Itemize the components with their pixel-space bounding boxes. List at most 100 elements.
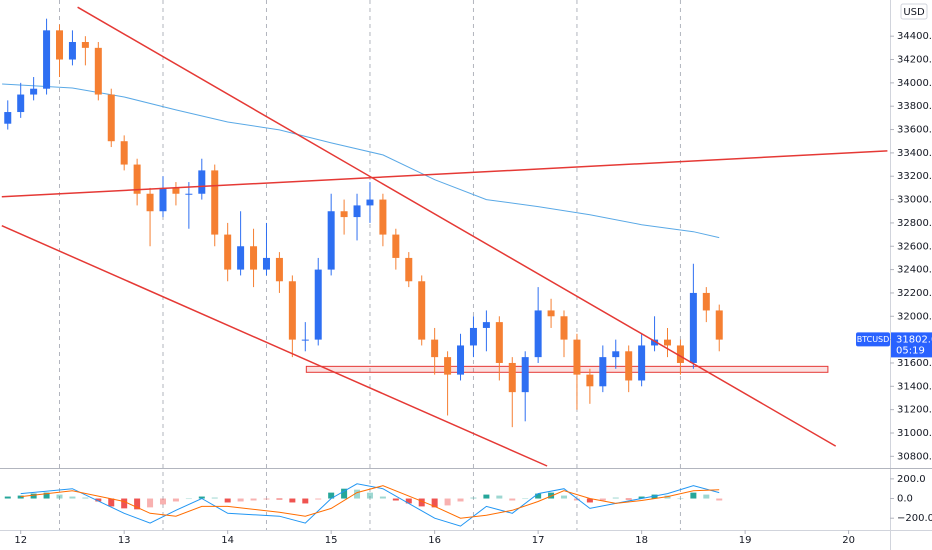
macd-histogram-bar: [69, 496, 76, 499]
currency-label: USD: [903, 7, 925, 18]
candle-body: [81, 42, 89, 48]
candle-body: [702, 292, 710, 311]
macd-histogram-bar: [289, 498, 296, 503]
candle-body: [301, 339, 309, 341]
support-zone: [305, 365, 829, 373]
macd-histogram-bar: [535, 493, 542, 499]
candle-body: [586, 374, 594, 387]
macd-histogram-bar: [677, 498, 684, 500]
x-tick-label: 12: [14, 535, 27, 546]
macd-histogram-bar: [95, 498, 102, 502]
y-tick-label: 32800.0: [897, 218, 932, 229]
candle-body: [288, 281, 296, 340]
macd-histogram-bar: [703, 494, 710, 499]
macd-histogram-bar: [237, 498, 244, 502]
x-tick-label: 14: [221, 535, 234, 546]
x-tick-label: 13: [118, 535, 131, 546]
candle-body: [159, 187, 167, 212]
macd-histogram-bar: [185, 498, 192, 500]
macd-histogram-bar: [17, 495, 24, 499]
candle-body: [43, 30, 51, 89]
macd-histogram-bar: [4, 496, 11, 499]
candle-body: [418, 281, 426, 340]
moving-average: [2, 83, 720, 239]
macd-histogram-bar: [586, 498, 593, 503]
x-tick-label: 16: [428, 535, 441, 546]
macd-histogram-bar: [612, 497, 619, 499]
candle-body: [431, 339, 439, 358]
macd-histogram-bar: [470, 497, 477, 499]
candle-body: [4, 112, 12, 124]
y-tick-label: 34000.0: [897, 78, 932, 89]
candle-body: [689, 292, 697, 363]
y-tick-label: 32600.0: [897, 241, 932, 252]
candle-body: [107, 94, 115, 142]
macd-histogram-bar: [121, 498, 128, 509]
candle-body: [340, 211, 348, 218]
macd-histogram-bar: [496, 495, 503, 499]
candle-body: [599, 357, 607, 387]
y-tick-label: 30800.0: [897, 451, 932, 462]
candle-body: [573, 339, 581, 375]
candle-body: [495, 322, 503, 363]
macd-histogram-bar: [573, 498, 580, 501]
y-tick-label: 31600.0: [897, 358, 932, 369]
candle-body: [664, 339, 671, 346]
last-price-label: 31802.0: [896, 334, 932, 345]
candle-body: [508, 362, 516, 393]
macd-histogram-bar: [431, 498, 438, 508]
currency-box[interactable]: [900, 3, 928, 20]
macd-histogram-bar: [43, 492, 50, 499]
candle-body: [56, 30, 64, 60]
y-tick-label: 32000.0: [897, 311, 932, 322]
y-tick-label: 32200.0: [897, 288, 932, 299]
macd-y-tick-label: −200.0: [897, 513, 932, 524]
y-tick-label: 32400.0: [897, 265, 932, 276]
countdown-label: 05:19: [896, 345, 925, 356]
macd-histogram-bar: [263, 498, 270, 500]
macd-y-tick-label: 0.0: [897, 494, 913, 505]
macd-histogram-bar: [392, 498, 399, 501]
candle-body: [469, 327, 477, 346]
candle-body: [715, 310, 723, 340]
macd-histogram-bar: [108, 498, 115, 507]
candle-body: [405, 257, 413, 282]
candle-body: [262, 257, 270, 270]
candle-body: [237, 246, 245, 270]
macd-histogram-bar: [250, 498, 257, 501]
macd-histogram-bar: [341, 488, 348, 499]
candle-body: [392, 234, 400, 258]
macd-histogram-bar: [716, 498, 723, 501]
candle-body: [379, 199, 387, 235]
candle-body: [314, 269, 322, 340]
macd-histogram-bar: [625, 498, 632, 500]
macd-histogram-bar: [522, 498, 529, 500]
macd-histogram-bar: [56, 494, 63, 499]
candle-body: [651, 339, 659, 346]
macd-histogram-bar: [509, 498, 516, 501]
candle-body: [172, 187, 180, 194]
candle-body: [482, 322, 490, 328]
trend-line: [1, 150, 888, 198]
candle-body: [353, 205, 361, 218]
macd-histogram-bar: [418, 498, 425, 507]
candle-body: [224, 234, 232, 270]
candle-body: [534, 310, 542, 358]
candle-body: [211, 170, 219, 235]
macd-histogram-bar: [172, 498, 179, 502]
macd-histogram-bar: [276, 498, 283, 500]
candle-body: [198, 170, 206, 194]
candle-body: [638, 345, 646, 381]
x-tick-label: 18: [635, 535, 648, 546]
macd-histogram-bar: [198, 496, 205, 499]
macd-histogram-bar: [147, 498, 154, 508]
candle-body: [560, 316, 568, 340]
x-tick-label: 19: [739, 535, 752, 546]
candle-body: [676, 345, 684, 363]
x-tick-label: 15: [325, 535, 338, 546]
candle-body: [68, 42, 76, 60]
macd-histogram-bar: [302, 498, 309, 504]
candle-body: [275, 257, 283, 282]
